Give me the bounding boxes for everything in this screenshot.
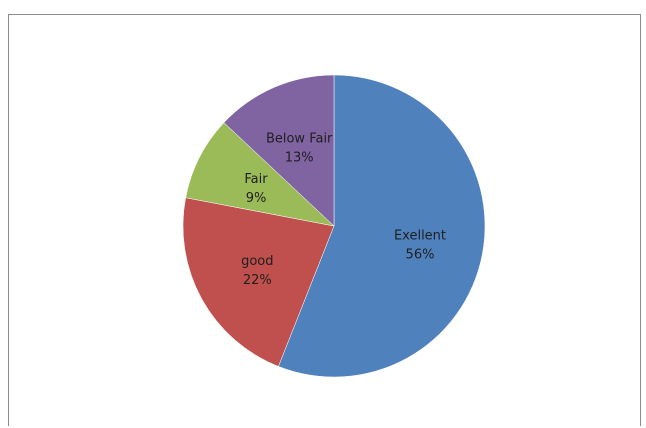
slice-percent-label: 22% — [243, 273, 272, 288]
pie-slice-below-fair — [223, 74, 335, 227]
slice-percent-label: 9% — [246, 191, 267, 206]
slice-percent-label: 13% — [285, 151, 314, 166]
pie-slice-good — [182, 197, 335, 367]
slice-category-label: Exellent — [394, 228, 446, 243]
pie-slice-exellent — [278, 74, 486, 378]
slice-percent-label: 56% — [406, 247, 435, 262]
slice-category-label: Fair — [244, 172, 268, 187]
slice-category-label: good — [241, 254, 273, 269]
slice-category-label: Below Fair — [266, 132, 333, 147]
pie-slice-fair — [185, 122, 335, 227]
